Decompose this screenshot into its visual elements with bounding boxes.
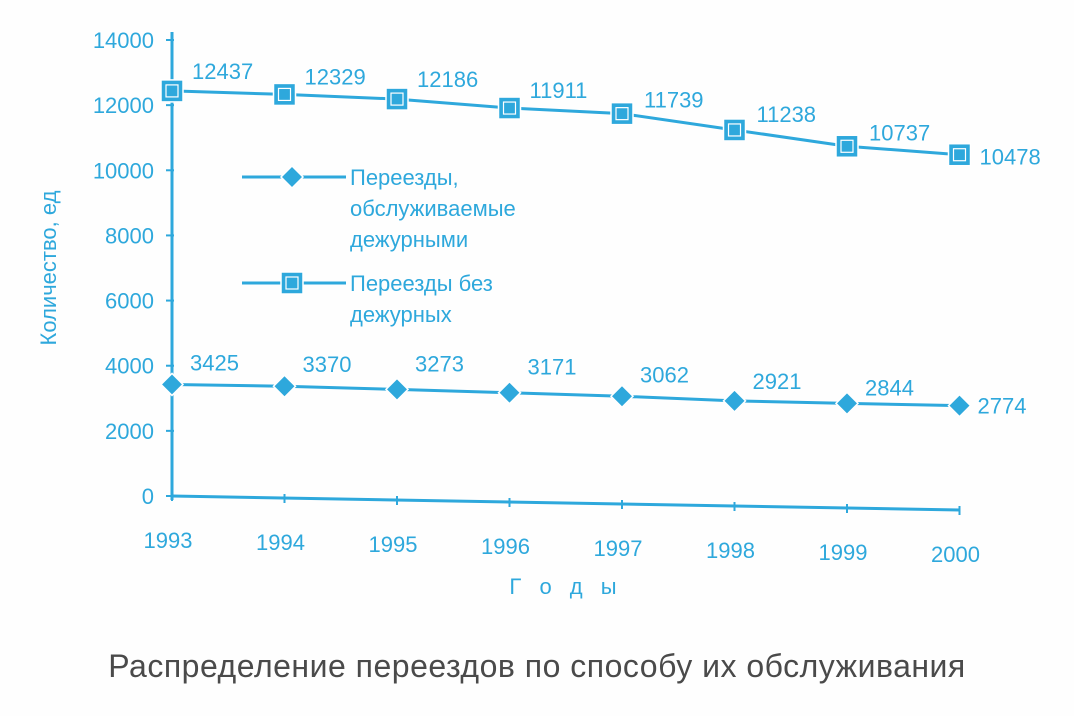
series-2-data-label: 11238 bbox=[757, 102, 817, 127]
series-1-data-label: 3171 bbox=[528, 355, 577, 380]
series-1-point bbox=[497, 380, 522, 405]
series-2-point bbox=[272, 82, 297, 107]
x-tick-label: 1999 bbox=[819, 540, 868, 565]
series-2-point-inner bbox=[165, 84, 179, 98]
series-line-2 bbox=[171, 89, 960, 157]
series-1-data-label: 3425 bbox=[190, 350, 239, 375]
legend-marker-2 bbox=[280, 271, 304, 295]
series-2-point bbox=[497, 96, 522, 120]
series-1-point bbox=[722, 388, 747, 413]
series-1-point bbox=[159, 372, 185, 397]
series-2-data-label: 11739 bbox=[644, 88, 704, 113]
x-axis-line bbox=[171, 494, 960, 512]
legend-marker-2-inner bbox=[285, 276, 299, 290]
series-2-data-label: 11911 bbox=[530, 78, 588, 103]
legend-marker-1 bbox=[279, 164, 305, 190]
series-1-data-label: 2921 bbox=[753, 369, 802, 394]
y-tick-label: 0 bbox=[142, 484, 154, 509]
series-1-point bbox=[834, 391, 860, 416]
series-2-data-label: 12186 bbox=[417, 67, 478, 92]
x-tick-label: 1998 bbox=[706, 538, 755, 563]
legend-label-1: дежурными bbox=[350, 227, 468, 252]
y-tick-label: 10000 bbox=[93, 158, 154, 183]
series-2-point bbox=[947, 142, 972, 167]
x-tick-label: 1993 bbox=[144, 528, 193, 553]
y-tick-label: 8000 bbox=[105, 223, 154, 248]
series-1-data-label: 3370 bbox=[303, 352, 352, 377]
series-1-point bbox=[272, 374, 297, 399]
x-tick-label: 1996 bbox=[481, 534, 530, 559]
series-2-point-inner bbox=[615, 107, 629, 121]
series-1-point bbox=[947, 393, 972, 418]
y-tick-label: 12000 bbox=[93, 93, 154, 118]
x-tick-label: 1994 bbox=[256, 530, 305, 555]
legend-label-1: Переезды, bbox=[350, 165, 459, 190]
y-axis-title: Количество, ед bbox=[36, 190, 61, 345]
y-tick-label: 4000 bbox=[105, 354, 154, 379]
legend-label-2: дежурных bbox=[350, 302, 452, 327]
legend-label-2: Переезды без bbox=[350, 271, 493, 296]
series-2-point bbox=[160, 79, 184, 103]
y-tick-label: 6000 bbox=[105, 289, 154, 314]
legend-label-1: обслуживаемые bbox=[350, 196, 516, 221]
series-2-point bbox=[835, 134, 859, 159]
series-2-data-label: 12437 bbox=[192, 59, 253, 84]
series-1-point bbox=[609, 384, 635, 409]
series-2-point-inner bbox=[390, 92, 404, 106]
series-2-point-inner bbox=[502, 101, 517, 115]
series-1-point bbox=[384, 377, 410, 402]
series-2-point-inner bbox=[840, 139, 854, 153]
x-tick-label: 2000 bbox=[931, 542, 980, 567]
series-2-point-inner bbox=[277, 87, 292, 102]
series-2-point-inner bbox=[727, 123, 742, 137]
y-tick-label: 14000 bbox=[93, 28, 154, 53]
x-tick-label: 1997 bbox=[594, 536, 643, 561]
x-tick-label: 1995 bbox=[369, 532, 418, 557]
series-1-data-label: 3273 bbox=[415, 351, 464, 376]
series-2-data-label: 12329 bbox=[305, 64, 366, 89]
series-2-point bbox=[722, 118, 747, 142]
y-tick-label: 2000 bbox=[105, 419, 154, 444]
series-1-data-label: 3062 bbox=[640, 362, 689, 387]
series-1-data-label: 2774 bbox=[978, 394, 1027, 419]
x-axis-title: Г о д ы bbox=[509, 574, 622, 599]
series-2-point-inner bbox=[952, 148, 967, 162]
series-2-point bbox=[385, 87, 409, 111]
series-1-data-label: 2844 bbox=[865, 375, 914, 400]
series-line-1 bbox=[171, 382, 960, 408]
chart-caption: Распределение переездов по способу их об… bbox=[108, 648, 966, 684]
series-2-data-label: 10478 bbox=[980, 145, 1041, 170]
series-2-point bbox=[610, 101, 634, 126]
series-2-data-label: 10737 bbox=[869, 120, 930, 145]
